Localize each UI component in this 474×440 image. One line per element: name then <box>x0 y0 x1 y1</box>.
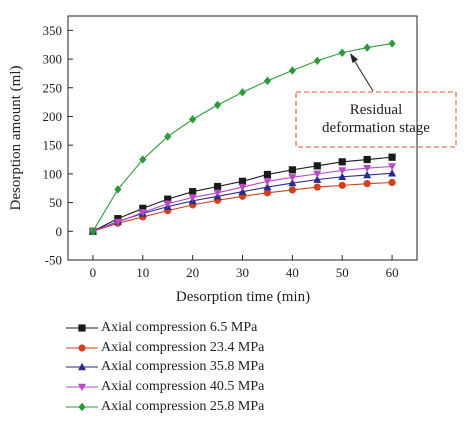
data-point <box>114 185 122 194</box>
x-tick-label: 10 <box>136 265 149 280</box>
data-point <box>388 39 396 48</box>
data-point <box>138 209 147 217</box>
x-tick-label: 20 <box>186 265 199 280</box>
legend-swatch <box>66 324 98 332</box>
legend-marker <box>78 384 86 392</box>
y-tick-label: 0 <box>56 224 63 239</box>
data-point <box>363 164 372 173</box>
data-point <box>363 180 371 188</box>
legend-item: Axial compression 40.5 MPa <box>66 377 264 397</box>
legend-swatch <box>66 363 98 371</box>
data-point <box>363 170 372 179</box>
y-tick-label: -50 <box>45 253 62 268</box>
data-point <box>164 132 172 141</box>
data-point <box>263 182 272 191</box>
legend-marker <box>78 363 86 371</box>
data-point <box>189 188 197 196</box>
y-tick-label: 200 <box>43 109 63 124</box>
data-point <box>313 170 322 179</box>
legend: Axial compression 6.5 MPa Axial compressi… <box>66 318 264 417</box>
data-point <box>139 204 147 212</box>
x-tick-label: 0 <box>90 265 97 280</box>
legend-item: Axial compression 35.8 MPa <box>66 358 264 378</box>
x-tick-label: 30 <box>236 265 249 280</box>
chart: 0 10 20 30 40 50 60 -50 0 50 100 150 200 250 300 350 R… <box>8 15 457 305</box>
y-tick-label: 250 <box>43 80 63 95</box>
annotation-arrow <box>353 59 374 92</box>
annotation-box <box>295 91 457 148</box>
data-point <box>238 183 247 192</box>
legend-label: Axial compression 6.5 MPa <box>101 319 258 335</box>
legend-label: Axial compression 35.8 MPa <box>101 359 265 375</box>
data-point <box>338 48 346 57</box>
arrowhead <box>350 53 358 63</box>
data-point <box>263 170 272 179</box>
data-point <box>263 189 272 197</box>
data-point <box>388 153 396 161</box>
x-tick-label: 40 <box>286 265 299 280</box>
series-5 <box>89 39 396 236</box>
data-point <box>238 88 247 97</box>
x-axis-title: Desorption time (min) <box>176 289 310 305</box>
data-point <box>238 177 247 185</box>
data-point <box>139 155 147 164</box>
data-point <box>313 56 321 65</box>
data-point <box>363 155 371 164</box>
data-point <box>388 169 397 177</box>
data-point <box>338 181 346 189</box>
data-point <box>313 162 321 170</box>
legend-swatch <box>66 384 98 392</box>
annotation-text-line: Residual <box>350 102 403 118</box>
data-point <box>388 178 396 187</box>
legend-swatch <box>66 344 98 352</box>
series-layer <box>88 39 397 236</box>
data-point <box>288 166 296 174</box>
data-point <box>113 218 122 227</box>
legend-marker <box>78 324 86 332</box>
data-point <box>388 163 397 171</box>
legend-marker <box>78 402 86 412</box>
data-point <box>188 194 197 202</box>
data-point <box>213 182 222 191</box>
y-tick-label: 300 <box>43 52 63 67</box>
legend-label: Axial compression 40.5 MPa <box>101 379 265 395</box>
data-point <box>338 158 346 166</box>
y-tick-label: 50 <box>49 195 62 210</box>
legend-marker <box>78 344 86 352</box>
data-point <box>189 115 197 124</box>
annotation-text-line: deformation stage <box>322 120 430 136</box>
legend-swatch <box>66 402 98 412</box>
x-tick-label: 50 <box>336 265 349 280</box>
data-point <box>263 76 272 86</box>
series-line <box>92 43 393 232</box>
data-point <box>89 227 97 236</box>
data-point <box>213 100 222 110</box>
legend-item: Axial compression 6.5 MPa <box>66 318 264 338</box>
data-point <box>163 200 172 208</box>
data-point <box>288 186 296 194</box>
data-point <box>288 174 297 182</box>
y-axis: -50 0 50 100 150 200 250 300 350 <box>43 23 73 268</box>
data-point <box>164 195 172 203</box>
data-point <box>338 172 347 180</box>
y-tick-label: 150 <box>43 138 63 153</box>
legend-item: Axial compression 23.4 MPa <box>66 338 264 358</box>
y-tick-label: 350 <box>43 23 63 38</box>
data-point <box>338 167 347 175</box>
x-tick-label: 60 <box>386 265 399 280</box>
data-point <box>288 66 296 75</box>
data-point <box>363 43 371 52</box>
data-point <box>288 178 297 187</box>
x-axis: 0 10 20 30 40 50 60 <box>90 255 399 280</box>
legend-label: Axial compression 25.8 MPa <box>101 399 265 415</box>
y-axis-title: Desorption amount (ml) <box>8 66 24 211</box>
data-point <box>313 183 321 191</box>
data-point <box>213 189 222 198</box>
legend-label: Axial compression 23.4 MPa <box>101 339 265 355</box>
legend-item: Axial compression 25.8 MPa <box>66 397 264 417</box>
data-point <box>263 178 272 186</box>
annotation: Residual deformation stage <box>295 53 457 148</box>
data-point <box>313 175 322 183</box>
y-tick-label: 100 <box>43 166 63 181</box>
